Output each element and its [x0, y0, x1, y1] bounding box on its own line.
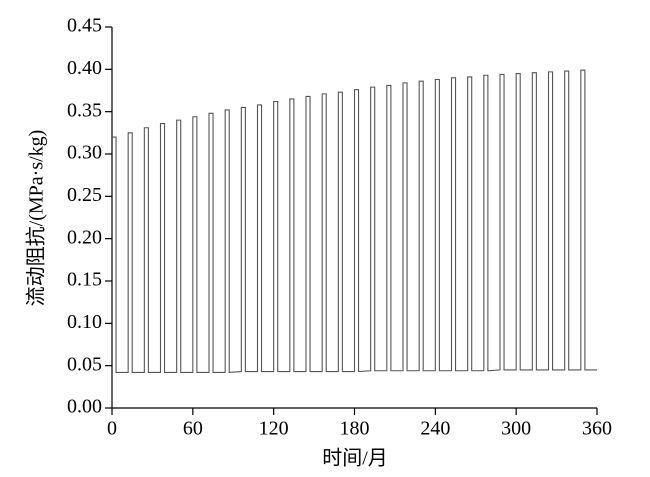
x-axis-label: 时间/月 [322, 447, 388, 470]
x-tick-label: 360 [582, 418, 612, 440]
y-tick-label: 0.05 [67, 353, 102, 375]
x-tick-label: 300 [501, 418, 531, 440]
y-tick-label: 0.15 [67, 269, 102, 291]
x-tick-label: 0 [107, 418, 117, 440]
y-tick-label: 0.10 [67, 311, 102, 333]
data-line [112, 69, 597, 374]
y-axis-label: 流动阻抗/(MPa·s/kg) [25, 130, 48, 307]
y-tick-label: 0.30 [67, 142, 102, 164]
x-tick-label: 60 [183, 418, 203, 440]
x-tick-label: 180 [340, 418, 370, 440]
y-tick-label: 0.00 [67, 396, 102, 418]
y-tick-label: 0.45 [67, 15, 102, 37]
y-tick-label: 0.40 [67, 57, 102, 79]
x-tick-label: 120 [259, 418, 289, 440]
x-tick-label: 240 [420, 418, 450, 440]
y-tick-label: 0.20 [67, 226, 102, 248]
y-tick-label: 0.25 [67, 184, 102, 206]
y-tick-label: 0.35 [67, 99, 102, 121]
